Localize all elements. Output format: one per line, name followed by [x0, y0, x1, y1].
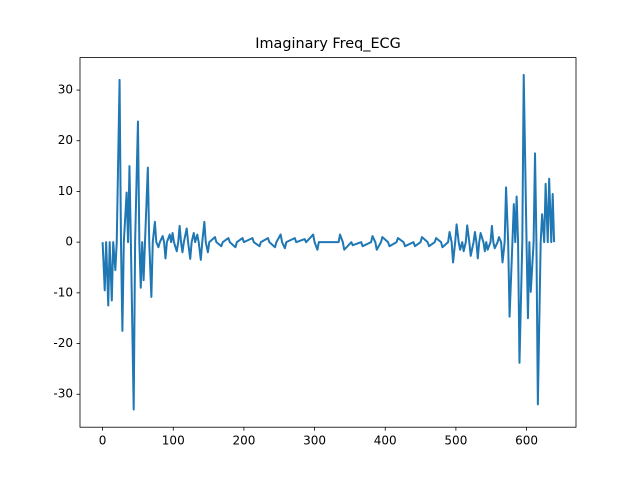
x-tick-label: 500	[444, 434, 467, 448]
y-tick-label: -20	[53, 336, 73, 350]
x-tick-label: 400	[374, 434, 397, 448]
x-tick-label: 100	[162, 434, 185, 448]
x-tick-label: 0	[99, 434, 107, 448]
plot-frame	[79, 57, 577, 428]
y-tick-label: 10	[58, 184, 73, 198]
y-tick-label: -10	[53, 285, 73, 299]
data-line	[101, 73, 556, 411]
y-tick-label: 30	[58, 83, 73, 97]
x-tick-label: 200	[232, 434, 255, 448]
chart-title: Imaginary Freq_ECG	[255, 36, 400, 52]
x-tick-label: 300	[303, 434, 326, 448]
y-tick-label: -30	[53, 387, 73, 401]
y-tick-label: 0	[65, 235, 73, 249]
x-tick-label: 600	[515, 434, 538, 448]
y-tick-label: 20	[58, 133, 73, 147]
